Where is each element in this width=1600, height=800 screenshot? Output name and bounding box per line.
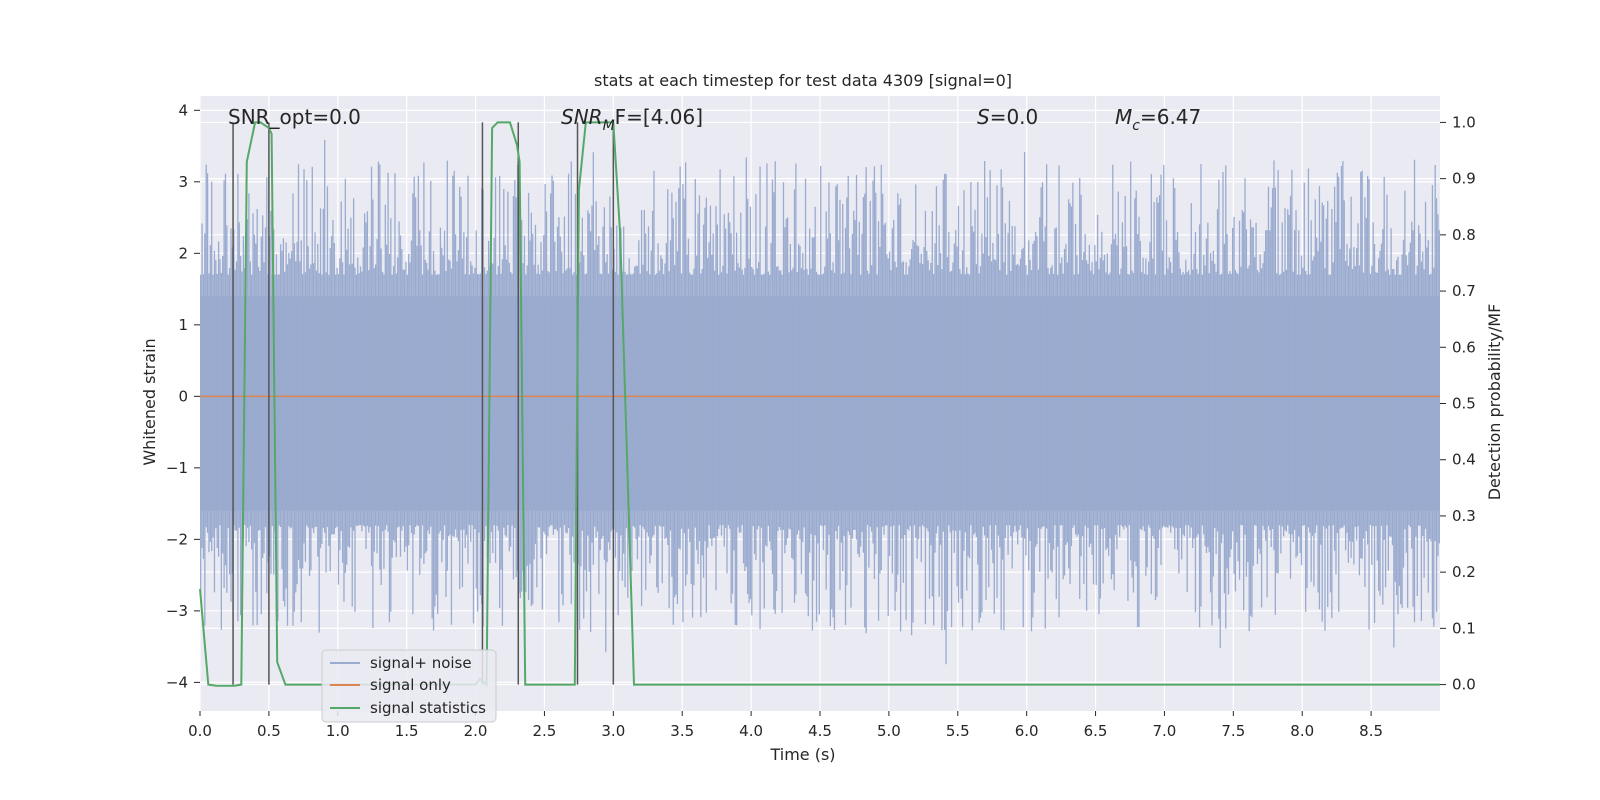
- y-tick-label: −4: [166, 673, 188, 691]
- x-tick-label: 4.0: [739, 722, 763, 740]
- y-right-tick-label: 0.4: [1452, 451, 1476, 469]
- y-right-tick-label: 0.8: [1452, 226, 1476, 244]
- annotation-mc-sub: c: [1132, 118, 1140, 134]
- annotation-mc: Mc=6.47: [1115, 105, 1201, 134]
- x-axis-label: Time (s): [769, 745, 835, 764]
- y-tick-label: 0: [178, 387, 188, 405]
- x-tick-label: 7.0: [1153, 722, 1177, 740]
- y-right-tick-label: 0.0: [1452, 676, 1476, 694]
- chart-title: stats at each timestep for test data 430…: [594, 71, 1012, 90]
- y-right-tick-label: 0.7: [1452, 282, 1476, 300]
- vertical-markers: [232, 122, 615, 685]
- legend-label-signal-statistics: signal statistics: [370, 699, 486, 717]
- annotation-snr-mf-rest: F=[4.06]: [615, 105, 703, 129]
- x-tick-label: 5.5: [946, 722, 970, 740]
- y-axis-ticks: −4 −3 −2 −1 0 1 2 3 4: [166, 101, 200, 691]
- legend-label-signal-noise: signal+ noise: [370, 654, 472, 672]
- x-tick-label: 1.0: [326, 722, 350, 740]
- x-tick-label: 0.0: [188, 722, 212, 740]
- annotation-s-main: S: [977, 105, 990, 129]
- x-tick-label: 3.5: [670, 722, 694, 740]
- y-tick-label: 2: [178, 244, 188, 262]
- y-right-tick-label: 0.3: [1452, 507, 1476, 525]
- x-tick-label: 3.0: [601, 722, 625, 740]
- y-right-tick-label: 0.5: [1452, 395, 1476, 413]
- x-tick-label: 5.0: [877, 722, 901, 740]
- y-tick-label: 4: [178, 101, 188, 119]
- legend-label-signal-only: signal only: [370, 676, 451, 694]
- annotation-snr-mf-main: SNR: [561, 105, 603, 129]
- annotation-s-rest: =0.0: [990, 105, 1039, 129]
- annotation-s: S=0.0: [977, 105, 1038, 129]
- annotation-snr-opt: SNR_opt=0.0: [228, 105, 361, 129]
- y-tick-label: −3: [166, 602, 188, 620]
- x-tick-label: 1.5: [395, 722, 419, 740]
- x-tick-label: 8.5: [1359, 722, 1383, 740]
- signal-statistics-series: [199, 121, 1440, 687]
- y-right-tick-label: 1.0: [1452, 113, 1476, 131]
- signal-noise-series: [200, 139, 1440, 665]
- x-tick-label: 4.5: [808, 722, 832, 740]
- x-tick-label: 0.5: [257, 722, 281, 740]
- y-right-axis-label: Detection probability/MF: [1485, 304, 1504, 501]
- y-right-tick-label: 0.6: [1452, 338, 1476, 356]
- y-right-tick-label: 0.2: [1452, 563, 1476, 581]
- y-tick-label: 3: [178, 173, 188, 191]
- x-tick-label: 2.5: [533, 722, 557, 740]
- annotation-mc-main: M: [1115, 105, 1132, 129]
- y-axis-label: Whitened strain: [140, 338, 159, 465]
- x-tick-label: 6.0: [1015, 722, 1039, 740]
- signal-statistics-line: [199, 121, 1440, 687]
- x-tick-label: 2.0: [464, 722, 488, 740]
- x-tick-label: 8.0: [1290, 722, 1314, 740]
- legend-box: [321, 649, 497, 723]
- noise-band: [200, 296, 1440, 511]
- x-tick-label: 6.5: [1084, 722, 1108, 740]
- legend: signal+ noise signal only signal statist…: [321, 649, 497, 723]
- y-tick-label: −1: [166, 459, 188, 477]
- y-right-tick-label: 0.9: [1452, 170, 1476, 188]
- y-right-tick-label: 0.1: [1452, 619, 1476, 637]
- annotation-snr-mf: SNRMF=[4.06]: [561, 105, 703, 134]
- y-right-axis-ticks: 0.0 0.1 0.2 0.3 0.4 0.5 0.6 0.7 0.8 0.9 1.0: [1440, 113, 1476, 694]
- x-axis-ticks: 0.0 0.5 1.0 1.5 2.0 2.5 3.0 3.5 4.0 4.5 5.0 5.5 6.0 6…: [188, 711, 1383, 740]
- x-tick-label: 7.5: [1221, 722, 1245, 740]
- annotation-mc-rest: =6.47: [1140, 105, 1201, 129]
- y-tick-label: −2: [166, 530, 188, 548]
- annotation-snr-mf-sub: M: [603, 118, 615, 134]
- y-tick-label: 1: [178, 316, 188, 334]
